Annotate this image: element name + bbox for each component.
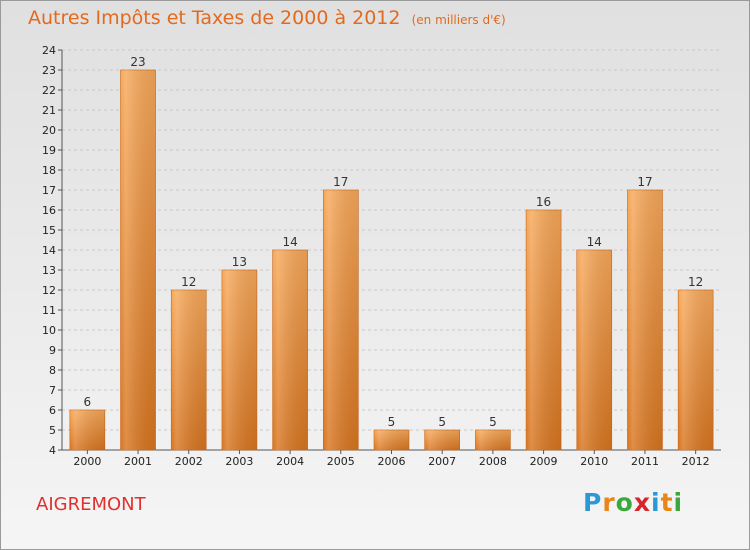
y-tick-label: 10 [42,324,56,337]
y-tick-label: 12 [42,284,56,297]
bar-shine [221,270,257,450]
y-tick-label: 8 [49,364,56,377]
y-tick-label: 7 [49,384,56,397]
logo-letter: x [633,488,651,517]
bar-shine [678,290,714,450]
y-tick-label: 18 [42,164,56,177]
y-tick-label: 11 [42,304,56,317]
logo-letter: i [651,488,661,517]
logo-letter: t [660,488,674,517]
data-label: 12 [181,275,196,289]
grid-lines [62,49,721,451]
bar-shine [374,430,409,450]
x-tick-label: 2011 [631,455,659,468]
bar-shine [475,430,511,450]
data-label: 5 [388,415,396,429]
x-tick-label: 2010 [580,455,608,468]
bar-shine [69,410,105,450]
x-tick-label: 2009 [530,455,558,468]
y-tick-label: 6 [49,404,56,417]
x-tick-label: 2005 [327,455,355,468]
y-tick-label: 22 [42,84,56,97]
x-tick-label: 2012 [682,455,710,468]
data-label: 17 [333,175,348,189]
data-label: 5 [489,415,497,429]
y-tick-label: 20 [42,124,56,137]
x-tick-label: 2003 [225,455,253,468]
y-tick-label: 16 [42,204,56,217]
x-tick-label: 2006 [378,455,406,468]
y-tick-label: 13 [42,264,56,277]
x-tick-label: 2007 [428,455,456,468]
data-label: 14 [587,235,602,249]
data-label: 14 [282,235,297,249]
place-name: AIGREMONT [36,494,146,515]
y-tick-label: 24 [42,44,56,57]
x-tick-label: 2004 [276,455,304,468]
x-tick-label: 2000 [73,455,101,468]
y-tick-label: 5 [49,424,56,437]
bar-shine [323,190,359,450]
proxiti-logo: Proxiti [583,488,683,517]
bar-shine [272,250,308,450]
x-tick-label: 2001 [124,455,152,468]
data-label: 12 [688,275,703,289]
bars [69,69,714,451]
y-tick-label: 19 [42,144,56,157]
bar-shine [171,290,207,450]
bar-shine [424,430,460,450]
chart-subtitle: (en milliers d'€) [411,13,506,27]
y-tick-label: 4 [49,444,56,457]
logo-letter: P [583,488,603,517]
data-label: 16 [536,195,551,209]
logo-letter: i [673,488,684,517]
data-label: 5 [438,415,446,429]
chart-title: Autres Impôts et Taxes de 2000 à 2012 [28,7,401,29]
labels: 6 2000 23 2001 12 2002 13 2003 14 2004 17 2005 5 2006… [73,55,709,468]
data-label: 6 [84,395,92,409]
logo-letter: o [615,488,634,517]
bar-shine [120,70,156,450]
bar-shine [526,210,562,450]
y-tick-label: 9 [49,344,56,357]
bar-shine [627,190,663,450]
x-tick-label: 2008 [479,455,507,468]
bar-shine [576,250,612,450]
y-tick-label: 14 [42,244,56,257]
data-label: 13 [232,255,247,269]
y-tick-label: 21 [42,104,56,117]
y-tick-label: 23 [42,64,56,77]
data-label: 23 [130,55,145,69]
y-tick-label: 15 [42,224,56,237]
logo-letter: r [602,488,616,517]
title-row: Autres Impôts et Taxes de 2000 à 2012 (e… [28,7,506,29]
data-label: 17 [637,175,652,189]
x-tick-label: 2002 [175,455,203,468]
y-tick-label: 17 [42,184,56,197]
